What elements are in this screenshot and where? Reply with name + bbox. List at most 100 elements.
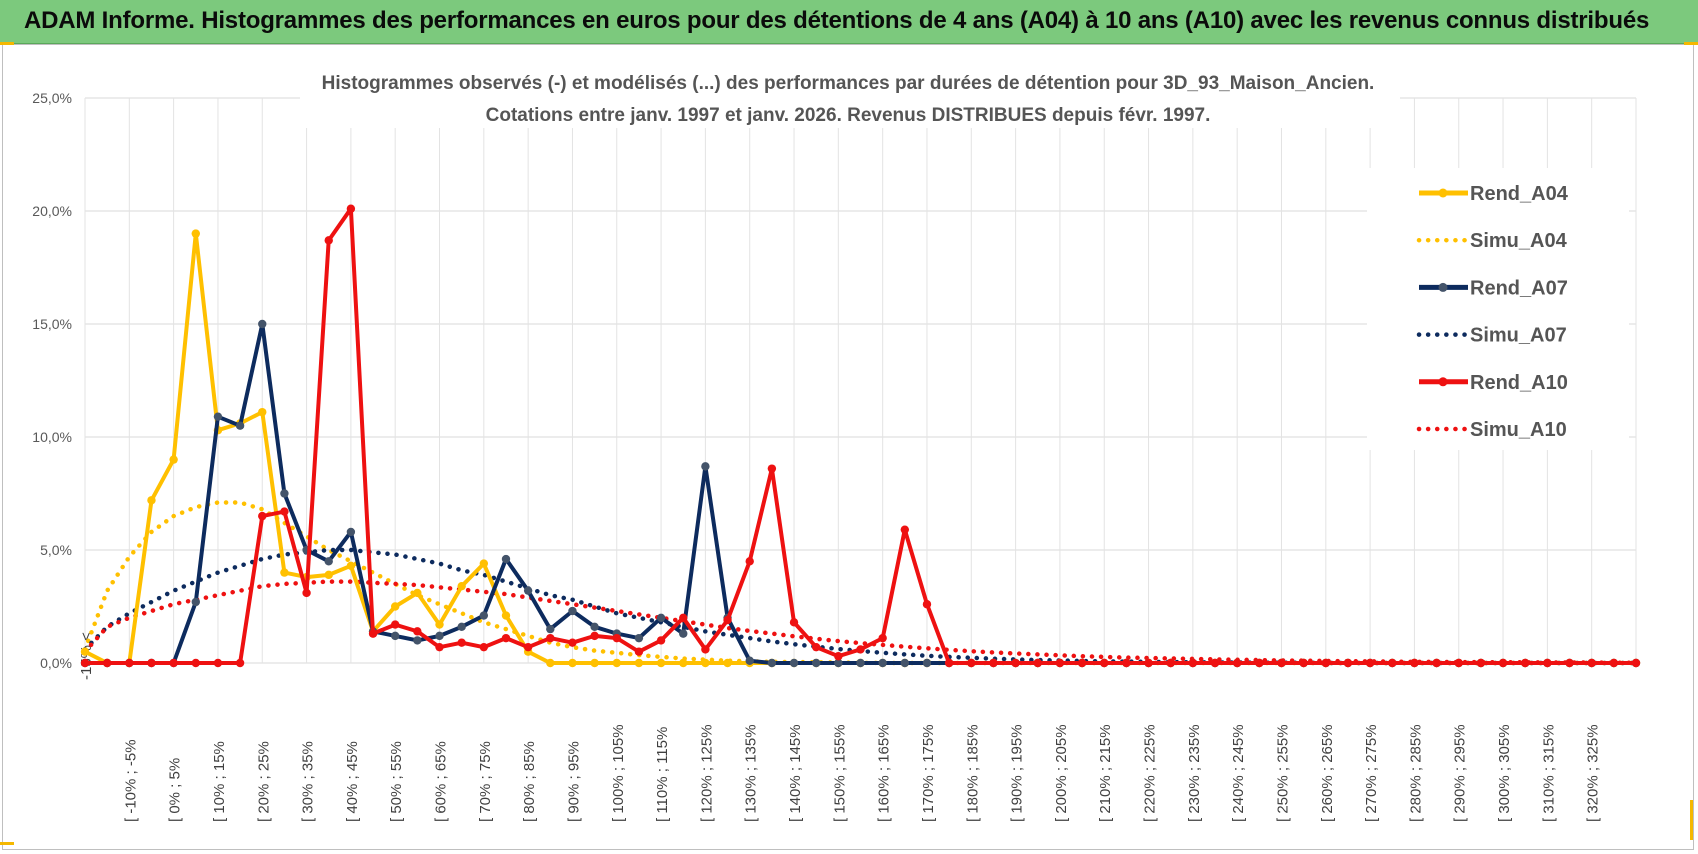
y-tick-label: 15,0% (32, 316, 72, 332)
data-point (191, 229, 200, 238)
x-tick-label: [ 50% ; 55% (388, 741, 405, 822)
report-banner: ADAM Informe. Histogrammes des performan… (0, 0, 1698, 44)
data-point (169, 455, 178, 464)
data-point (523, 642, 533, 652)
data-point (147, 496, 156, 505)
data-point (258, 319, 267, 329)
y-axis-ticks: 0,0% 5,0% 10,0% 15,0% 20,0% 25,0% (32, 90, 72, 671)
data-point (435, 631, 444, 641)
data-point (922, 658, 932, 668)
data-point (479, 559, 489, 568)
y-tick-label: 10,0% (32, 429, 72, 445)
data-point (745, 557, 754, 566)
data-point (457, 581, 466, 591)
x-tick-label: [ 250% ; 255% (1274, 724, 1291, 822)
data-point (147, 658, 156, 668)
data-point (413, 627, 422, 636)
data-point (944, 658, 954, 668)
data-point (701, 645, 710, 654)
data-point (767, 658, 777, 668)
data-point (258, 407, 267, 417)
legend-backdrop (1367, 168, 1629, 450)
data-point (391, 602, 400, 611)
data-point (811, 658, 821, 668)
data-point (634, 633, 644, 643)
x-tick-label: [ 240% ; 245% (1230, 724, 1247, 822)
data-point (501, 611, 511, 620)
data-point (479, 611, 489, 620)
data-point (1144, 658, 1153, 668)
data-point (745, 656, 754, 665)
data-point (679, 629, 688, 638)
series-rend_a10 (80, 204, 1641, 668)
data-point (701, 462, 710, 471)
data-point (679, 613, 688, 622)
x-tick-label: [ 150% ; 155% (831, 724, 848, 822)
data-point (656, 636, 666, 645)
data-point (1299, 658, 1308, 668)
data-point (878, 658, 887, 668)
data-point (391, 620, 400, 629)
data-point (789, 658, 799, 668)
legend-label: Rend_A04 (1470, 183, 1569, 205)
series-line (82, 500, 1639, 666)
x-tick-label: [ -10% ; -5% (122, 739, 139, 822)
x-tick-label: [ 30% ; 35% (300, 741, 317, 822)
x-tick-label: [ 310% ; 315% (1540, 724, 1557, 822)
x-tick-label: [ 220% ; 225% (1142, 724, 1159, 822)
y-tick-label: 20,0% (32, 203, 72, 219)
data-point (1543, 658, 1552, 668)
x-tick-label: [ 80% ; 85% (521, 741, 538, 822)
data-point (723, 615, 732, 625)
data-point (435, 620, 444, 629)
x-tick-label: [ 200% ; 205% (1053, 724, 1070, 822)
data-point (1521, 658, 1530, 668)
corner-accent-bottom-left (0, 842, 14, 845)
x-tick-label: [ 90% ; 95% (565, 741, 582, 822)
data-point (878, 633, 887, 643)
data-point (413, 588, 422, 598)
data-point (1609, 658, 1619, 668)
data-point (324, 557, 333, 566)
data-point (1410, 658, 1419, 668)
data-point (967, 658, 976, 668)
corner-accent-left (0, 42, 14, 45)
x-axis-ticks: -15% <[ -10% ; -5%[ 0% ; 5%[ 10% ; 15%[ … (78, 632, 1602, 822)
data-point (1255, 658, 1264, 668)
x-tick-label: [ 160% ; 165% (876, 724, 893, 822)
data-point (900, 525, 910, 534)
x-tick-label: [ 230% ; 235% (1186, 724, 1203, 822)
data-point (324, 570, 333, 580)
data-point (280, 489, 289, 498)
y-tick-label: 0,0% (40, 655, 72, 671)
data-point (1631, 658, 1641, 668)
legend-item-rend_a04: Rend_A04 (1419, 183, 1569, 205)
data-point (435, 642, 444, 652)
chart-series (80, 204, 1641, 668)
data-point (235, 658, 245, 668)
data-point (280, 568, 289, 577)
data-point (1055, 658, 1065, 668)
x-tick-label: [ 210% ; 215% (1097, 724, 1114, 822)
y-tick-label: 5,0% (40, 542, 72, 558)
data-point (1565, 658, 1574, 668)
data-point (125, 658, 134, 668)
data-point (191, 597, 200, 607)
data-point (346, 204, 356, 213)
data-point (656, 658, 666, 668)
data-point (1100, 658, 1109, 668)
data-point (213, 658, 223, 668)
data-point (1210, 658, 1220, 668)
data-point (213, 412, 223, 421)
data-point (391, 631, 400, 641)
data-point (368, 629, 378, 638)
chart-title: Histogrammes observés (-) et modélisés (… (322, 73, 1375, 94)
data-point (479, 642, 489, 652)
data-point (900, 658, 910, 668)
data-point (612, 633, 621, 643)
x-tick-label: [ 320% ; 325% (1585, 724, 1602, 822)
data-point (1188, 658, 1198, 668)
legend-label: Rend_A07 (1470, 277, 1568, 299)
x-tick-label: [ 140% ; 145% (787, 724, 804, 822)
legend-marker (1438, 377, 1448, 387)
